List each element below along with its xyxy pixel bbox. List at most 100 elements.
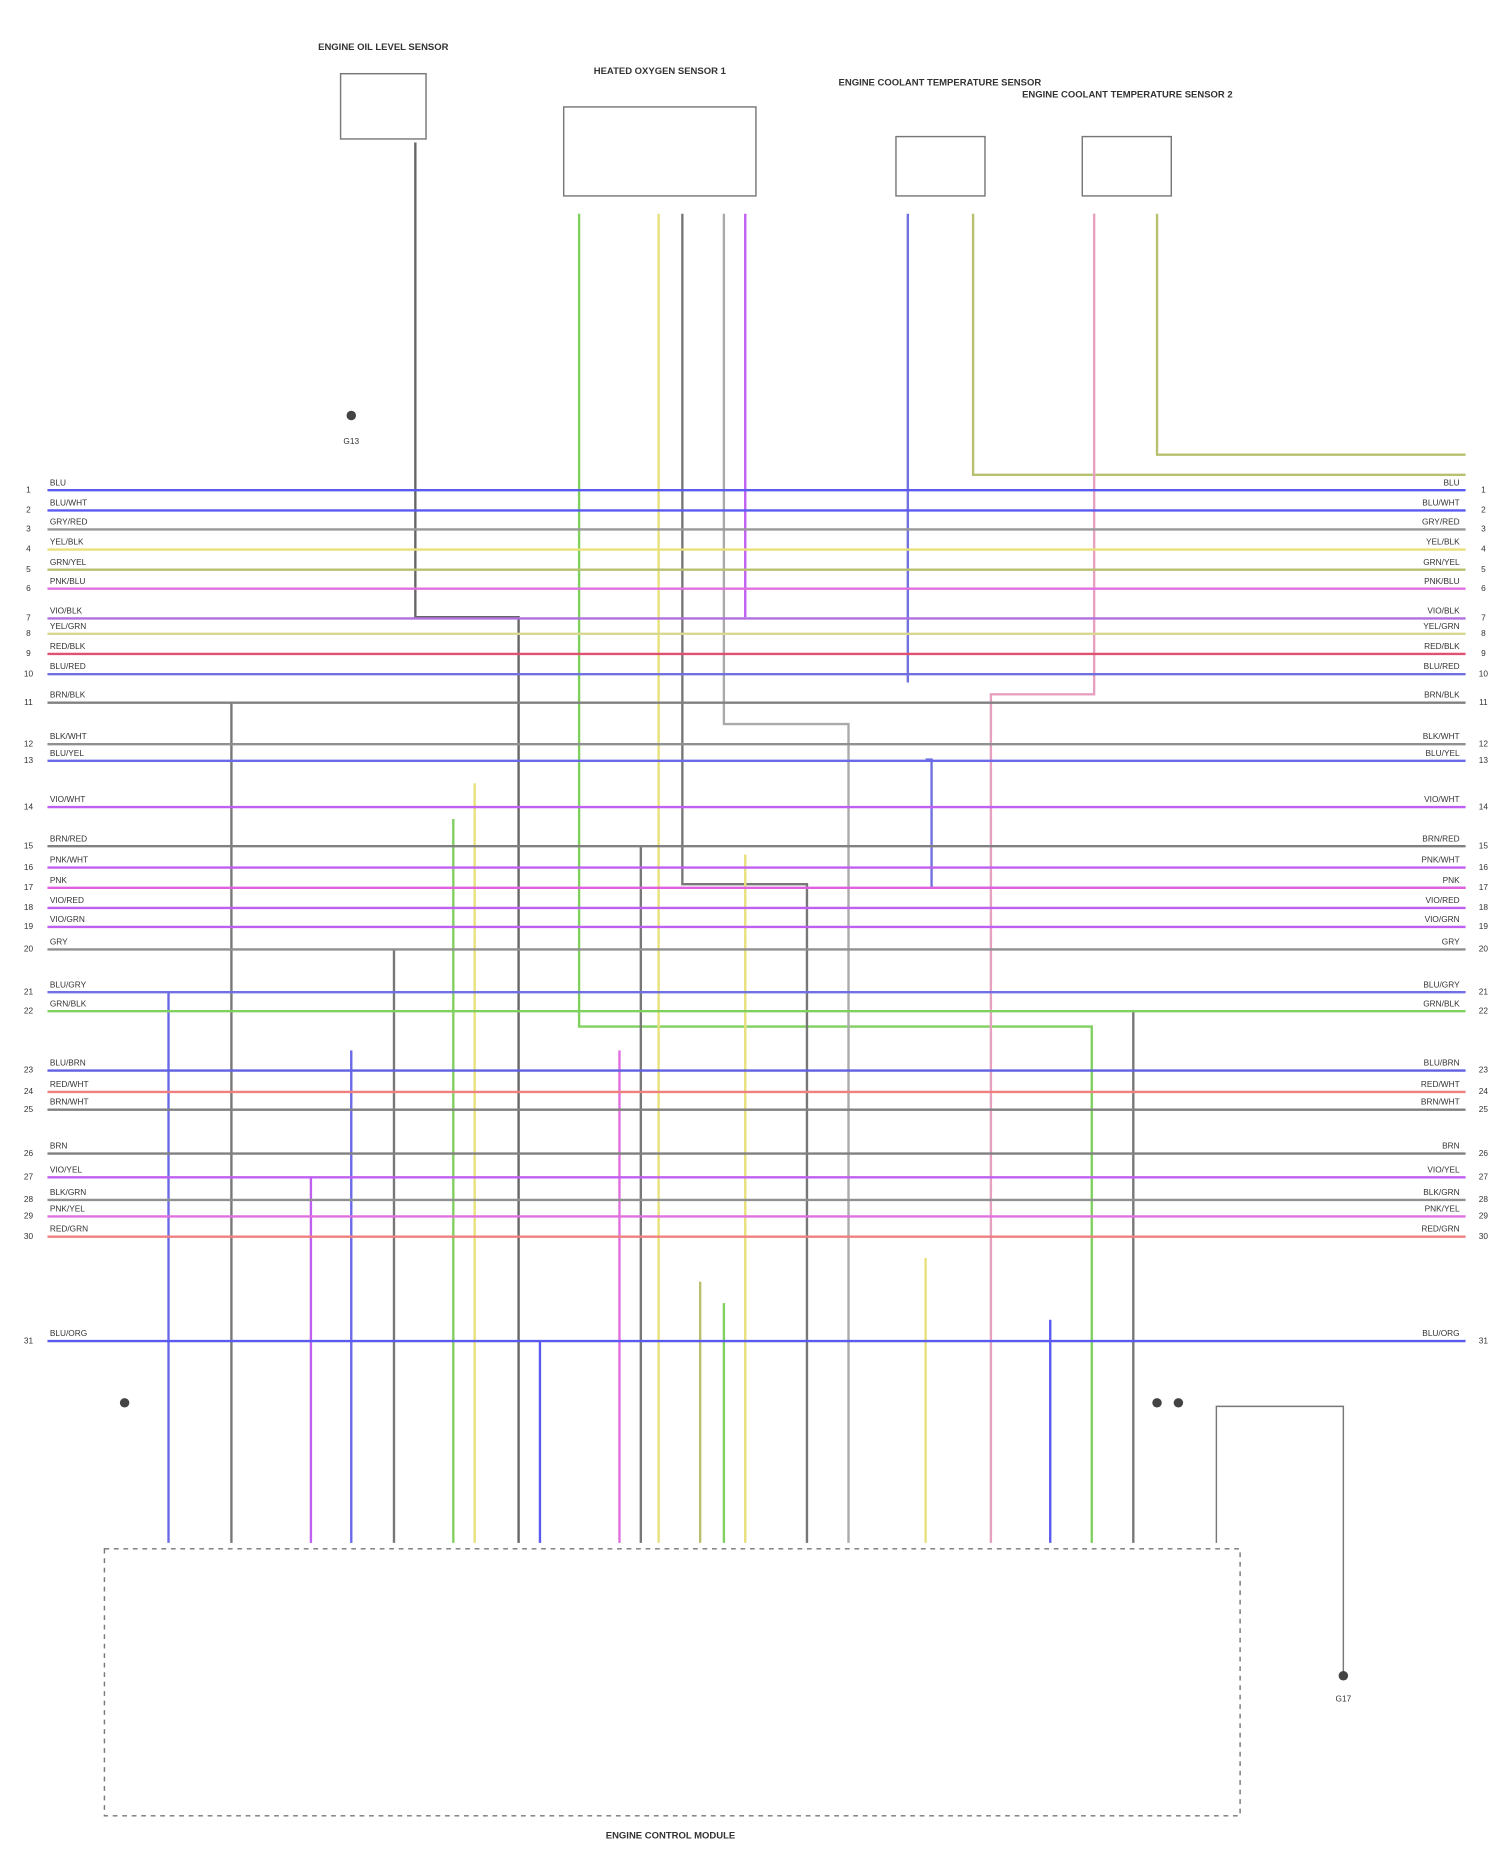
pin-number: 25 — [24, 1104, 34, 1114]
wire — [971, 213, 1466, 476]
wire-label: BRN/RED — [1422, 833, 1459, 843]
ground-label: G17 — [1336, 1694, 1352, 1704]
pin-number: 24 — [1479, 1086, 1489, 1096]
wire-label: GRY/RED — [50, 516, 88, 526]
pin-number: 11 — [24, 697, 33, 707]
wire-label: PNK/YEL — [1425, 1204, 1460, 1214]
wire-label: BLU — [1444, 477, 1460, 487]
pin-number: 21 — [24, 986, 34, 996]
pin-number: 4 — [1481, 544, 1486, 554]
wire-label: BLK/WHT — [50, 731, 87, 741]
wire-label: VIO/RED — [1426, 895, 1460, 905]
wire-label: GRN/YEL — [1423, 557, 1460, 567]
wire-label: BLU/YEL — [1426, 748, 1461, 758]
pin-number: 19 — [24, 921, 34, 931]
pin-number: 6 — [1481, 583, 1486, 593]
pin-number: 10 — [1479, 668, 1489, 678]
pin-number: 21 — [1479, 986, 1489, 996]
wire-label: GRY — [1442, 937, 1460, 947]
module-box — [103, 1548, 1241, 1817]
pin-number: 15 — [1479, 840, 1489, 850]
wire-label: PNK/WHT — [50, 855, 88, 865]
pin-number: 26 — [1479, 1148, 1489, 1158]
component-label: HEATED OXYGEN SENSOR 1 — [594, 66, 727, 77]
pin-number: 24 — [24, 1086, 34, 1096]
wire-label: PNK — [1443, 875, 1461, 885]
pin-number: 3 — [1481, 524, 1486, 534]
wire-label: GRN/BLK — [50, 998, 87, 1008]
pin-number: 10 — [24, 668, 34, 678]
pin-number: 27 — [1479, 1172, 1489, 1182]
component-box — [562, 106, 757, 197]
wire-label: BRN/BLK — [1424, 690, 1460, 700]
splice — [119, 1398, 130, 1408]
wire-label: BLU/GRY — [50, 979, 87, 989]
wire-label: YEL/GRN — [1423, 621, 1459, 631]
wire-label: BLU/RED — [1424, 661, 1460, 671]
pin-number: 29 — [1479, 1211, 1489, 1221]
pin-number: 13 — [24, 755, 34, 765]
wire-label: BRN — [1442, 1141, 1460, 1151]
pin-number: 26 — [24, 1148, 34, 1158]
component-box — [895, 135, 986, 197]
pin-number: 17 — [24, 882, 34, 892]
splice — [1152, 1398, 1162, 1408]
pin-number: 17 — [1479, 882, 1489, 892]
wire-label: YEL/GRN — [50, 621, 86, 631]
wire-label: VIO/GRN — [1425, 914, 1460, 924]
wire-label: VIO/YEL — [1427, 1164, 1460, 1174]
pin-number: 9 — [26, 648, 31, 658]
wire-label: BLU/BRN — [1424, 1058, 1460, 1068]
pin-number: 13 — [1479, 755, 1489, 765]
wire-label: BLU — [50, 477, 66, 487]
wire-label: PNK/YEL — [50, 1204, 85, 1214]
module-label: ENGINE CONTROL MODULE — [606, 1830, 735, 1841]
wire-label: RED/GRN — [50, 1224, 88, 1234]
wire-label: GRN/YEL — [50, 557, 87, 567]
wire-label: GRY — [50, 937, 68, 947]
pin-number: 16 — [24, 862, 34, 872]
pin-number: 20 — [1479, 944, 1489, 954]
wire-label: BLK/WHT — [1423, 731, 1460, 741]
wire-label: PNK/WHT — [1421, 855, 1459, 865]
pin-number: 31 — [1479, 1335, 1489, 1345]
pin-number: 7 — [1481, 613, 1486, 623]
wire-label: VIO/RED — [50, 895, 84, 905]
pin-number: 25 — [1479, 1104, 1489, 1114]
wire-label: VIO/GRN — [50, 914, 85, 924]
wire-label: BRN/BLK — [50, 690, 86, 700]
pin-number: 2 — [1481, 505, 1486, 515]
pin-number: 23 — [1479, 1065, 1489, 1075]
wire-label: RED/WHT — [1421, 1079, 1460, 1089]
wire — [1155, 213, 1466, 456]
pin-number: 2 — [26, 505, 31, 515]
wire-label: BLU/YEL — [50, 748, 85, 758]
pin-number: 22 — [24, 1005, 34, 1015]
wire-label: BRN/WHT — [50, 1097, 89, 1107]
pin-number: 15 — [24, 840, 34, 850]
wire-label: PNK/BLU — [1424, 576, 1460, 586]
ground-point — [1338, 1671, 1349, 1681]
wire-label: YEL/BLK — [50, 537, 84, 547]
pin-number: 20 — [24, 944, 34, 954]
wire-label: BLU/BRN — [50, 1058, 86, 1068]
pin-number: 3 — [26, 524, 31, 534]
pin-number: 5 — [1481, 564, 1486, 574]
wire-label: BLK/GRN — [50, 1187, 86, 1197]
component-boxes — [103, 72, 1345, 1817]
pin-number: 4 — [26, 544, 31, 554]
wire — [722, 213, 850, 1543]
wire-label: VIO/WHT — [50, 794, 86, 804]
wire-label: YEL/BLK — [1426, 537, 1460, 547]
wire-label: VIO/YEL — [50, 1164, 83, 1174]
wire-label: BLU/WHT — [1422, 497, 1459, 507]
wire-label: BRN/WHT — [1421, 1097, 1460, 1107]
pin-number: 18 — [1479, 902, 1489, 912]
pin-number: 29 — [24, 1211, 34, 1221]
wire-label: BLU/ORG — [1422, 1328, 1459, 1338]
wire — [577, 213, 1093, 1543]
wire — [989, 213, 1096, 1543]
pin-number: 16 — [1479, 862, 1489, 872]
